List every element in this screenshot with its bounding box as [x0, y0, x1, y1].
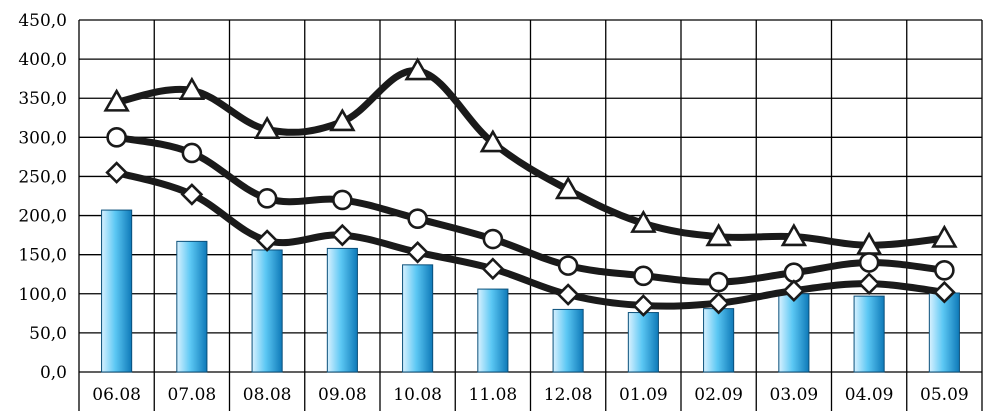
- x-tick-label: 10.08: [393, 385, 442, 405]
- triangle-marker: [630, 209, 657, 233]
- triangle-marker: [479, 129, 507, 153]
- x-tick-label: 03.09: [770, 385, 819, 405]
- bar: [703, 308, 735, 373]
- bars: [101, 209, 960, 373]
- bar: [477, 288, 509, 373]
- triangle-marker: [253, 115, 281, 140]
- y-tick-label: 300,0: [18, 128, 67, 148]
- bar: [853, 295, 885, 373]
- bar: [928, 292, 960, 373]
- x-tick-label: 07.08: [168, 385, 217, 405]
- x-tick-label: 02.09: [694, 385, 743, 405]
- diamond-marker: [782, 279, 806, 302]
- x-tick-label: 01.09: [619, 385, 668, 405]
- y-tick-label: 100,0: [18, 285, 67, 305]
- bar: [101, 209, 133, 373]
- circle-marker: [633, 265, 654, 287]
- y-tick-label: 150,0: [18, 246, 67, 266]
- triangle-marker: [103, 88, 130, 112]
- y-tick-label: 250,0: [18, 167, 67, 187]
- diamond-marker: [180, 183, 204, 206]
- y-tick-label: 0,0: [40, 363, 67, 383]
- bar: [326, 247, 358, 373]
- y-tick-label: 450,0: [18, 11, 67, 31]
- diamond-marker: [105, 161, 128, 184]
- circle-marker: [106, 127, 127, 148]
- circle-marker: [557, 255, 579, 276]
- triangle-marker: [554, 176, 582, 200]
- circle-marker: [482, 228, 504, 250]
- diamond-marker: [707, 291, 730, 315]
- x-tick-label: 06.08: [92, 385, 141, 405]
- diamond-marker: [331, 223, 354, 247]
- diamond-marker: [857, 272, 881, 295]
- y-tick-label: 50,0: [29, 324, 67, 344]
- x-tick-label: 11.08: [469, 385, 518, 405]
- circle-marker: [332, 189, 353, 211]
- x-tick-label: 05.09: [920, 385, 969, 405]
- bar: [627, 312, 659, 373]
- triangle-marker: [931, 224, 958, 248]
- series-markers: [103, 57, 958, 317]
- circle-marker: [181, 142, 203, 164]
- circle-marker: [407, 208, 428, 229]
- bar: [176, 240, 208, 373]
- bar: [402, 264, 434, 373]
- diamond-marker: [481, 257, 505, 281]
- x-tick-label: 08.08: [243, 385, 292, 405]
- circle-marker: [256, 188, 278, 209]
- bar: [778, 293, 810, 373]
- y-tick-label: 350,0: [18, 89, 67, 109]
- diamond-marker: [406, 240, 429, 264]
- x-tick-label: 04.09: [845, 385, 894, 405]
- diamond-marker: [255, 229, 279, 252]
- triangle-marker: [404, 57, 431, 81]
- triangle-marker: [329, 108, 356, 132]
- circle-marker: [783, 262, 805, 283]
- circle-marker: [708, 271, 729, 293]
- circle-marker: [934, 260, 955, 281]
- triangle-marker: [705, 223, 732, 247]
- x-axis-tick-labels: 06.08 07.08 08.08 09.08 10.08 11.08 12.08 01.09…: [92, 385, 968, 405]
- triangle-marker: [178, 76, 206, 100]
- circle-marker: [858, 252, 880, 273]
- diamond-marker: [632, 294, 655, 317]
- gridlines: [78, 19, 983, 411]
- diamond-marker: [556, 283, 580, 306]
- bar: [552, 308, 584, 373]
- y-tick-label: 400,0: [18, 50, 67, 70]
- y-tick-label: 200,0: [18, 207, 67, 227]
- x-tick-label: 09.08: [318, 385, 367, 405]
- diamond-marker: [933, 280, 956, 304]
- y-axis-tick-labels: 0,0 50,0 100,0 150,0 200,0 250,0 300,0 350,0 400…: [18, 11, 67, 383]
- x-tick-label: 12.08: [544, 385, 593, 405]
- triangle-marker: [780, 223, 808, 247]
- bar: [251, 249, 283, 373]
